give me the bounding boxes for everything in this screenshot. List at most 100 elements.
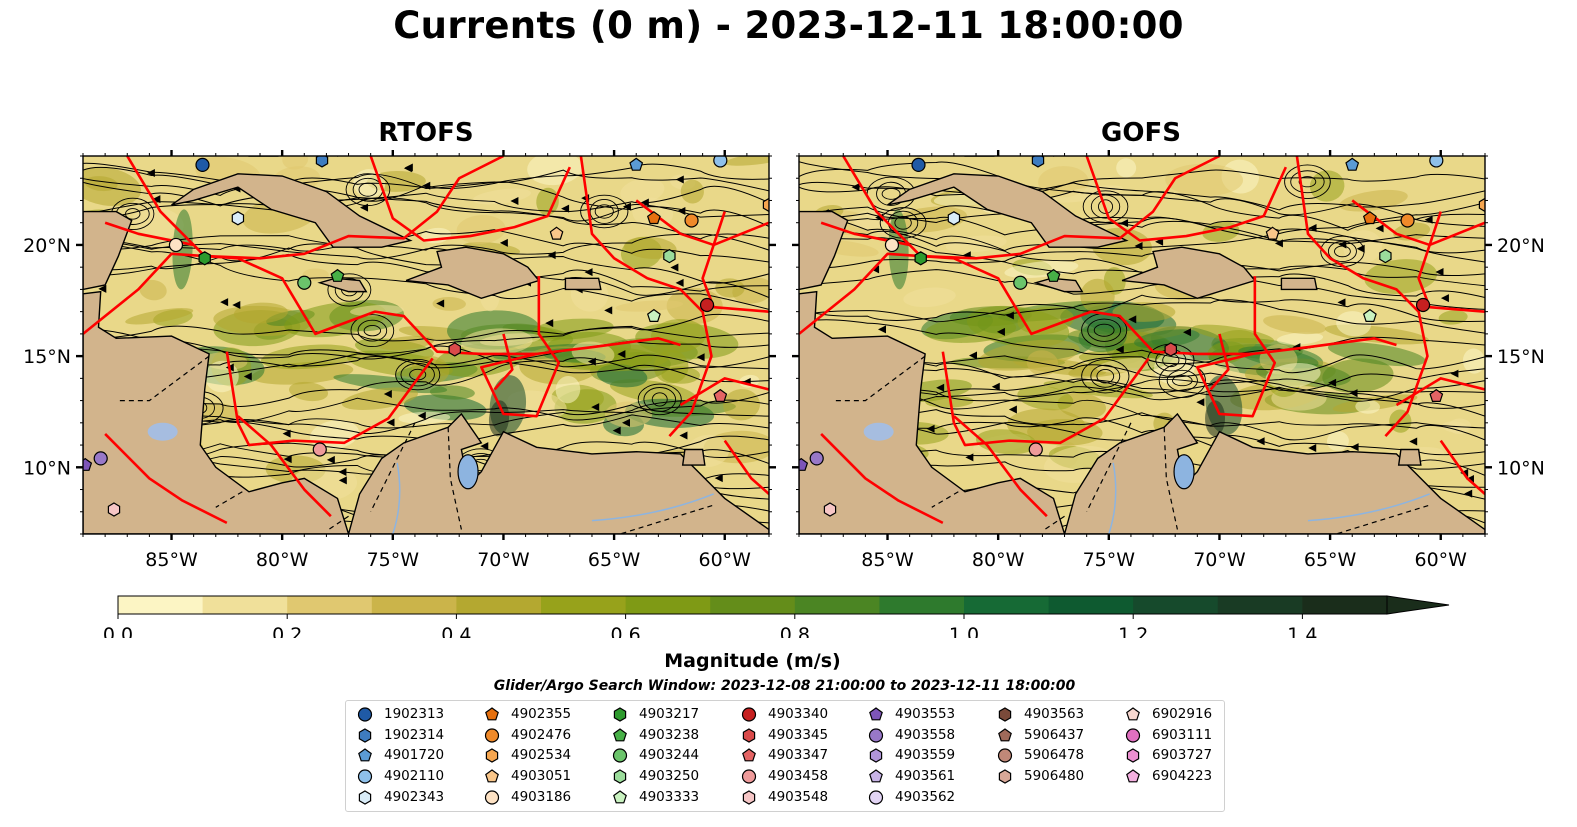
rtofs-map[interactable]: 85°W 80°W 75°W 70°W 65°W 60°W 20°N 15°N 10°N — [0, 150, 1577, 571]
pentagon-marker-icon — [485, 707, 499, 721]
legend-marker — [612, 748, 628, 763]
float-marker — [809, 451, 824, 466]
river — [1307, 493, 1430, 522]
pentagon-marker-icon — [742, 748, 756, 762]
eez-boundary — [1085, 156, 1288, 242]
float-marker — [713, 388, 728, 402]
flow-arrowhead — [1337, 298, 1346, 307]
legend-label: 4903244 — [639, 747, 700, 764]
legend-marker — [998, 707, 1012, 722]
legend-item-6903727: 6903727 — [1124, 745, 1212, 765]
flow-arrowhead — [675, 175, 684, 184]
eddy — [1093, 323, 1115, 337]
eddy — [350, 314, 395, 348]
legend-marker — [1126, 707, 1140, 721]
flow-arrowhead — [545, 319, 554, 328]
flow-arrowhead — [1196, 398, 1205, 407]
eddy — [358, 182, 378, 197]
eez-boundary — [1209, 333, 1230, 391]
speed-patch — [723, 389, 760, 421]
float-marker — [549, 226, 564, 240]
lat-tick-label: 10°N — [1497, 457, 1545, 479]
legend-marker — [742, 748, 756, 762]
speed-patch — [1441, 421, 1469, 433]
float-marker — [1415, 297, 1431, 313]
flow-arrowhead — [621, 418, 630, 427]
speed-patch — [1276, 332, 1324, 345]
legend-marker — [1125, 728, 1141, 743]
figure-title: Currents (0 m) - 2023-12-11 18:00:00 — [393, 4, 1184, 47]
legend-marker — [742, 727, 756, 743]
land-mass — [1397, 448, 1422, 466]
flow-arrowhead — [386, 418, 395, 427]
colorbar-bin — [118, 596, 204, 614]
colorbar-label: Magnitude (m/s) — [664, 650, 841, 672]
lon-tick-label: 80°W — [256, 549, 309, 571]
eez-boundary — [83, 252, 681, 356]
float-marker — [699, 297, 715, 313]
float-marker — [297, 275, 312, 290]
float-marker — [799, 457, 809, 471]
eddy — [1082, 190, 1129, 223]
legend-item-4903558: 4903558 — [867, 725, 955, 745]
colorbar-extend — [1386, 595, 1450, 615]
land-mass — [799, 290, 1066, 534]
legend-label: 1902313 — [384, 706, 445, 722]
circle-marker-icon — [357, 707, 373, 722]
lon-tick-label: 60°W — [699, 549, 752, 571]
eddy — [637, 383, 682, 416]
eez-boundary — [1417, 211, 1485, 313]
flow-arrowhead — [338, 467, 347, 476]
legend-item-4903333: 4903333 — [611, 787, 699, 807]
colorbar-bin — [625, 596, 711, 614]
legend-label: 1902314 — [384, 726, 445, 743]
flow-arrowhead — [1005, 311, 1014, 320]
colorbar-bin — [879, 596, 965, 614]
streamline — [83, 241, 769, 310]
float-marker — [823, 502, 837, 517]
legend-item-4903559: 4903559 — [867, 745, 955, 765]
legend-item-4903347: 4903347 — [740, 745, 828, 765]
streamline — [799, 294, 1485, 322]
legend-marker — [357, 769, 373, 784]
eddy — [1290, 170, 1325, 194]
colorbar-bin — [1048, 596, 1134, 614]
float-marker — [231, 211, 245, 226]
flow-arrowhead — [714, 474, 723, 483]
legend-label: 6903727 — [1152, 747, 1213, 764]
gofs-map[interactable]: 85°W 80°W 75°W 70°W 65°W 60°W 20°N 15°N 10°N — [0, 150, 1577, 571]
speed-patch — [1205, 400, 1226, 437]
float-marker — [198, 251, 211, 266]
land-mass — [1063, 412, 1485, 534]
streamline — [83, 197, 769, 222]
colorbar-bin — [371, 596, 457, 614]
speed-patch — [282, 156, 309, 170]
lon-tick-label: 80°W — [972, 549, 1025, 571]
lon-tick-label: 70°W — [1193, 549, 1246, 571]
speed-patch — [432, 296, 466, 311]
country-border — [1334, 504, 1430, 534]
legend-item-5906478: 5906478 — [996, 745, 1084, 765]
legend-marker — [485, 769, 499, 783]
circle-marker-icon — [868, 728, 884, 743]
speed-patch — [1263, 315, 1327, 335]
country-border — [1086, 422, 1132, 513]
colorbar: 0.0 0.2 0.4 0.6 0.8 1.0 1.2 1.4 — [103, 595, 1450, 638]
eddy — [651, 392, 668, 407]
float-marker — [312, 442, 327, 457]
float-marker — [762, 197, 769, 213]
eddy — [363, 324, 382, 337]
eddy — [357, 319, 388, 342]
circle-marker-icon — [868, 790, 884, 805]
float-marker — [1028, 442, 1043, 457]
legend-marker — [484, 790, 500, 805]
map-frame — [798, 155, 1486, 535]
eez-boundary — [842, 156, 1221, 260]
flow-arrowhead — [587, 357, 596, 366]
float-marker — [195, 157, 210, 172]
float-marker — [629, 157, 644, 171]
legend-item-6902916: 6902916 — [1124, 704, 1212, 724]
legend-label: 4903559 — [895, 747, 956, 764]
colorbar-bin — [1133, 596, 1219, 614]
pentagon-marker-icon — [869, 769, 883, 783]
